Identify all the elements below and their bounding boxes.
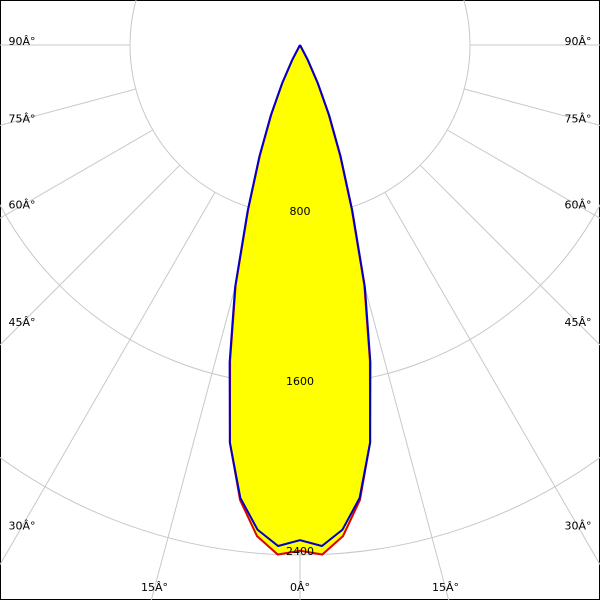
intensity-curve (228, 44, 372, 548)
grid-spoke (0, 191, 216, 565)
angle-tick-label: 30Â° (564, 520, 591, 533)
ring-label: 1600 (286, 375, 314, 388)
angle-tick-label: 15Â° (141, 581, 168, 594)
grid-spoke (0, 88, 136, 126)
ring-label: 2400 (286, 545, 314, 558)
grid-spoke (0, 164, 181, 346)
grid-spoke (446, 129, 600, 219)
angle-tick-label: 75Â° (8, 112, 35, 125)
angle-tick-label: 90Â° (564, 35, 591, 48)
grid-spoke (384, 191, 600, 565)
angle-tick-label: 60Â° (8, 199, 35, 212)
intensity-fill (229, 45, 371, 547)
angle-tick-label: 90Â° (8, 35, 35, 48)
angle-tick-label: 15Â° (432, 581, 459, 594)
ring-label: 800 (290, 205, 311, 218)
angle-tick-label: 45Â° (8, 316, 35, 329)
angle-tick-label: 75Â° (564, 112, 591, 125)
grid-spoke (0, 129, 154, 219)
angle-tick-label: 0Â° (290, 581, 310, 594)
grid-spoke (464, 88, 600, 126)
angle-tick-label: 30Â° (8, 520, 35, 533)
grid-spoke (419, 164, 600, 346)
angle-tick-label: 45Â° (564, 316, 591, 329)
angle-tick-label: 60Â° (564, 199, 591, 212)
